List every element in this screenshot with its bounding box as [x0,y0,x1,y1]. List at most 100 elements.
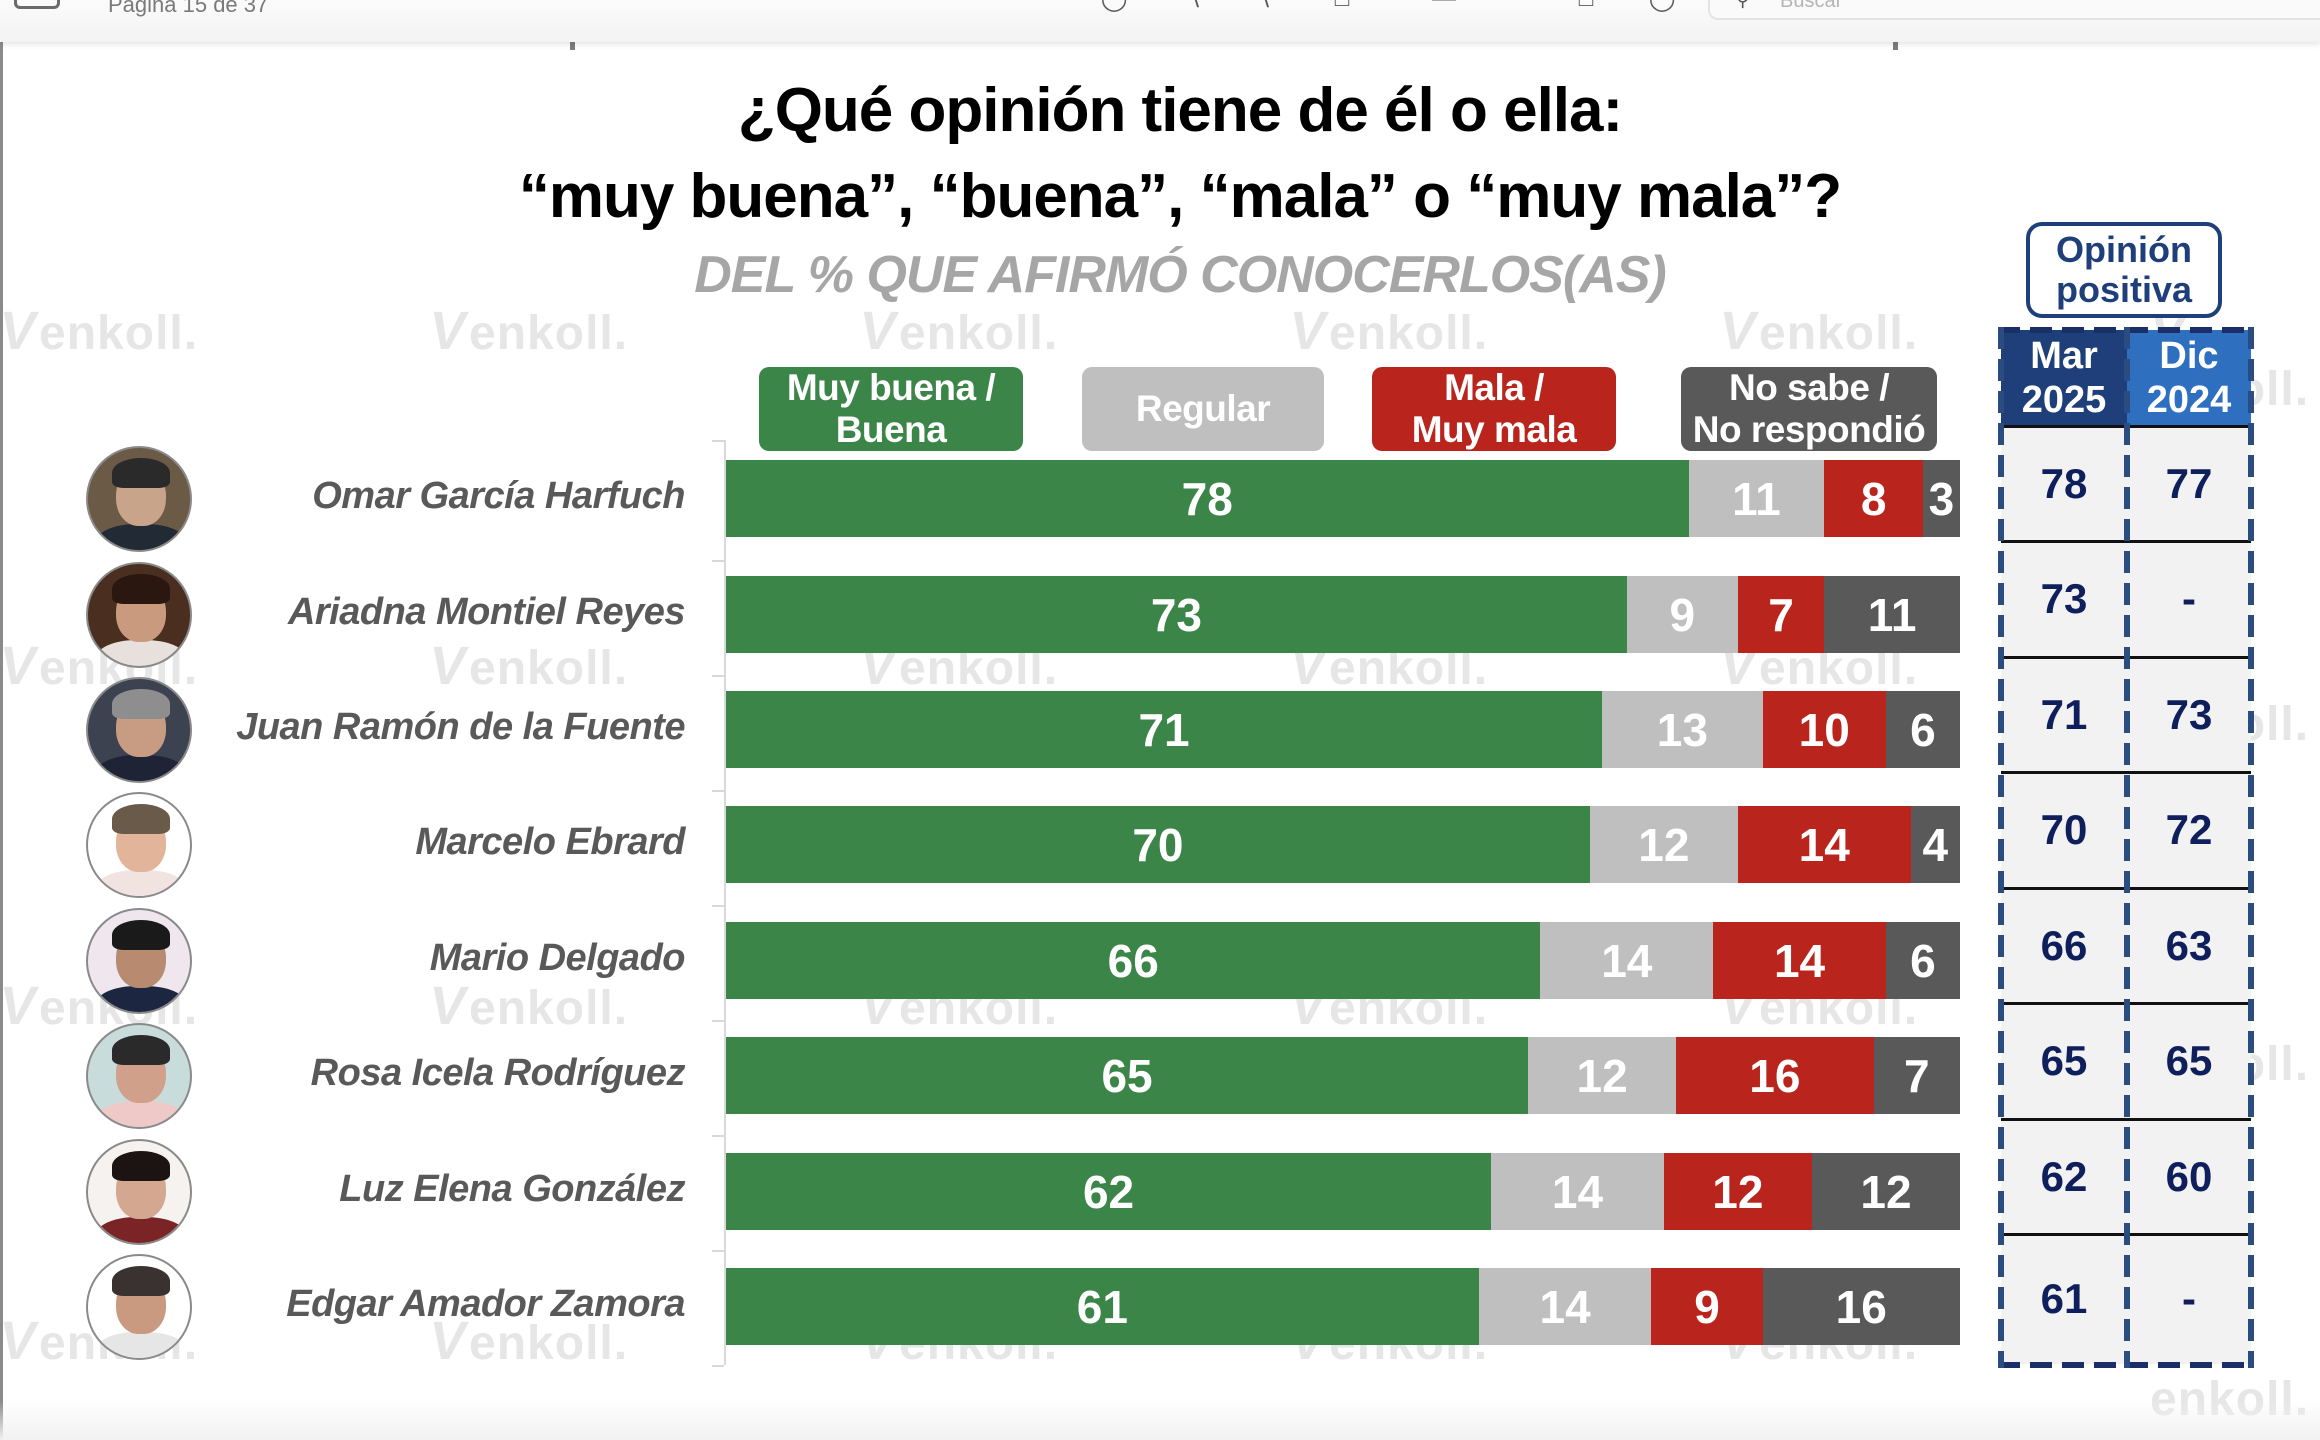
y-axis-line [724,440,726,1365]
page-indicator: Página 15 de 37 [108,0,269,17]
table-cell-dic-2024: 63 [2165,921,2213,969]
watermark-mark-icon: V [0,976,43,1036]
watermark-text: enkoll. [469,307,629,360]
data-label: 6 [1910,934,1936,987]
bar-segment-regular: 14 [1478,1268,1652,1345]
person-photo-icon [86,1138,192,1245]
avatar-hair [112,1265,170,1296]
avatar-torso [96,754,186,781]
watermark-text: enkoll. [899,307,1059,360]
pdf-viewer-toolbar: Página 15 de 37 ◯ ∖ ∖ □ — □ ◯ ⚲ Buscar [0,0,2320,42]
watermark-text: enkoll. [469,982,629,1035]
watermark-logo: Venkoll. [425,975,629,1037]
data-label: 12 [1638,818,1690,871]
chart-title-line1: ¿Qué opinión tiene de él o ella: [737,76,1623,145]
y-axis-tick [712,1020,724,1022]
y-axis-tick [712,1365,724,1367]
y-axis-tick [712,905,724,907]
zoom-in-icon[interactable]: ∖ [1250,0,1278,11]
viewer-bottom-shade [0,1400,2320,1440]
data-label: 12 [1576,1049,1628,1102]
search-input[interactable]: ⚲ Buscar [1708,0,2320,20]
person-photo-icon [86,1253,192,1360]
data-label: 14 [1601,934,1653,987]
data-label: 13 [1656,703,1708,756]
table-cell-mar-2025: 71 [2040,690,2088,738]
bar-segment-positive: 73 [726,576,1627,653]
window-icon[interactable]: □ [1572,0,1600,11]
bar-segment-negative: 14 [1713,922,1886,999]
data-label: 14 [1798,818,1850,871]
markup-icon[interactable]: — [1430,0,1458,11]
bar-segment-regular: 12 [1528,1037,1677,1114]
data-label: 70 [1132,818,1184,871]
watermark-logo: Venkoll. [1715,300,1918,362]
header-label: 2025 [2021,379,2107,421]
page-tick-mark [570,42,575,50]
watermark-mark-icon: V [424,976,473,1036]
bar-segment-positive: 71 [726,691,1603,768]
rotate-icon[interactable]: ◯ [1648,0,1676,11]
legend-label: Muy buena / [786,367,996,408]
table-cell-dic-2024: 77 [2165,459,2213,507]
search-icon: ⚲ [1736,0,1750,10]
avatar-torso [96,1216,186,1243]
data-label: 73 [1150,588,1202,641]
data-label: 14 [1539,1280,1591,1333]
y-axis-tick [712,1135,724,1137]
sidebar-toggle-icon[interactable] [14,0,60,9]
info-icon[interactable]: ◯ [1100,0,1128,11]
legend-positive: Muy buena / Buena [759,367,1023,451]
y-axis-tick [712,440,724,442]
table-cell-dic-2024: - [2182,1275,2196,1322]
bar-segment-negative: 12 [1663,1153,1812,1230]
table-cell-mar-2025: 62 [2040,1152,2088,1200]
data-label: 14 [1551,1165,1604,1218]
data-label: 61 [1076,1280,1128,1333]
legend-label: No respondió [1692,409,1926,450]
person-photo-icon [86,561,192,668]
header-label: 2024 [2146,379,2232,421]
table-cell-mar-2025: 73 [2040,575,2088,622]
person-photo-icon [86,907,192,1014]
table-header-mar-2025: Mar 2025 [2001,330,2127,426]
avatar-hair [112,688,170,719]
avatar-hair [112,1034,170,1065]
y-axis-tick [712,1250,724,1252]
bar-segment-positive: 61 [726,1268,1479,1345]
avatar-hair [112,1150,170,1181]
legend-regular: Regular [1082,367,1324,451]
bar-segment-positive: 62 [726,1153,1492,1230]
bar-segment-negative: 9 [1651,1268,1763,1345]
page-tick-mark [1893,42,1898,50]
watermark-mark-icon: V [1284,301,1333,361]
watermark-mark-icon: V [1714,301,1763,361]
bar-segment-no-answer: 11 [1824,576,1960,653]
data-label: 10 [1798,703,1850,756]
category-label: Rosa Icela Rodríguez [310,1051,686,1094]
bar-segment-no-answer: 12 [1811,1153,1960,1230]
chart-title-line2: “muy buena”, “buena”, “mala” o “muy mala… [518,162,1842,231]
header-label: Mar [2030,335,2098,377]
positive-opinion-label: Opinión positiva [2026,222,2222,318]
zoom-out-icon[interactable]: ∖ [1180,0,1208,11]
data-label: 16 [1749,1049,1801,1102]
category-label: Mario Delgado [429,936,686,979]
category-label: Juan Ramón de la Fuente [236,705,685,748]
bar-segment-no-answer: 16 [1762,1268,1960,1345]
data-label: 7 [1768,588,1794,641]
avatar-torso [96,1100,186,1127]
bar-row: 62 14 12 12 [726,1153,1960,1230]
bar-segment-regular: 12 [1589,806,1738,883]
avatar-hair [112,919,170,950]
header-label: Dic [2159,335,2219,377]
watermark-mark-icon: V [0,636,43,696]
bar-segment-no-answer: 6 [1885,691,1960,768]
bar-row: 71 13 10 6 [726,691,1960,768]
y-axis-tick [712,675,724,677]
share-icon[interactable]: □ [1328,0,1356,11]
data-label: 9 [1669,588,1696,641]
bar-segment-negative: 10 [1762,691,1886,768]
legend-label: Regular [1135,388,1271,429]
category-label: Luz Elena González [339,1167,685,1210]
